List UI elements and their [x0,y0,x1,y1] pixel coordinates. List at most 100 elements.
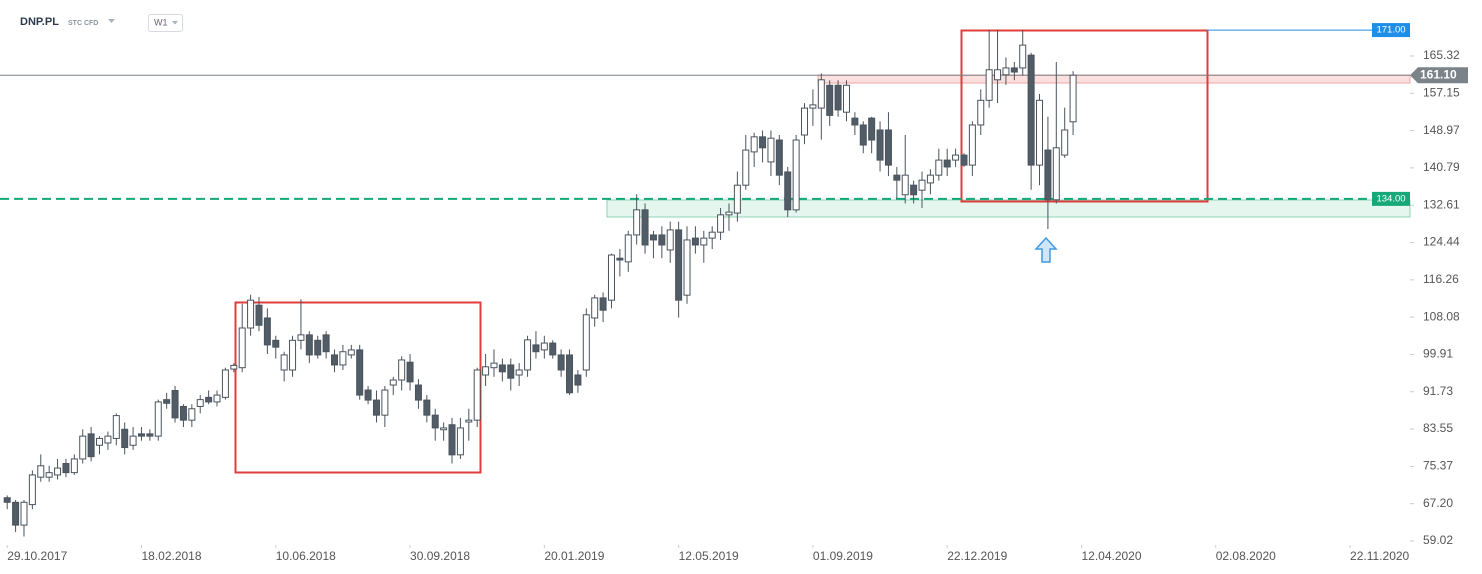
candle-body [414,384,422,401]
candle-body [171,390,179,419]
candle-body [515,369,523,376]
candle-body [490,362,498,369]
candle-body [817,79,825,109]
level-label: 161.10 [1420,67,1457,81]
candle-body [347,349,355,356]
candle-body [179,405,187,421]
candle-body [700,237,708,246]
candle-body [448,424,456,456]
candle-body [473,369,481,421]
y-tick-label: 157.15 [1423,85,1460,99]
candle-body [540,342,548,351]
candle-body [146,433,154,437]
candle-body [591,297,599,319]
y-tick-label: 165.32 [1423,48,1460,62]
candle-body [154,401,162,437]
candle-body [826,84,834,116]
x-tick-label: 30.09.2018 [410,549,470,563]
candle-body [859,124,867,146]
candle-body [364,389,372,401]
candle-body [196,399,204,407]
candle-body [297,334,305,341]
candle-body [809,104,817,109]
candle-body [213,394,221,403]
x-tick-label: 12.05.2019 [679,549,739,563]
candle-body [733,184,741,214]
candle-body [901,174,909,196]
x-tick-label: 18.02.2018 [141,549,201,563]
candle-body [641,209,649,246]
y-tick-label: 91.73 [1423,384,1453,398]
candle-body [968,124,976,166]
candle-body [1061,129,1069,156]
candle-body [482,366,490,376]
candle-body [381,389,389,416]
candle-body [918,179,926,191]
candle-body [507,364,515,379]
level-tag [1372,191,1410,206]
dropdown-caret [172,21,178,25]
candle-body [398,359,406,381]
candle-body [121,428,129,449]
candle-body [574,374,582,386]
candle-body [1027,54,1035,166]
candle-body [280,354,288,371]
candle-body [842,84,850,113]
candle-body [725,211,733,216]
candle-body [834,84,842,111]
y-tick-label: 140.79 [1423,160,1460,174]
candle-body [935,159,943,176]
x-tick-label: 22.11.2020 [1350,549,1409,563]
x-tick-label: 20.01.2019 [544,549,604,563]
symbol: DNP.PL [20,16,59,28]
candle-body [524,339,532,371]
candle-body [406,361,414,383]
candle-body [54,467,62,476]
candle-body [599,297,607,311]
up-arrow [1034,236,1058,263]
candle-body [465,419,473,423]
candle-body [163,399,171,404]
candle-body [1019,44,1027,69]
x-tick-label: 10.06.2018 [276,549,336,563]
candle-body [624,234,632,263]
support-zone [606,199,1411,218]
candle-body [566,354,574,394]
candle-body [666,229,674,251]
candle-body [893,174,901,181]
dropdown-caret[interactable] [108,19,115,23]
candle-body [926,174,934,184]
candle-body [305,334,313,356]
candle-body [616,257,624,261]
candle-body [801,107,809,136]
candle-body [498,364,506,373]
instrument-type: STC CFD [68,20,98,27]
candle-body [238,327,246,369]
candle-body [188,408,196,421]
candle-body [742,149,750,186]
candle-body [255,304,263,326]
candle-body [339,351,347,366]
candle-body [20,501,28,526]
candle-body [205,396,213,403]
range-box [960,29,1209,203]
candle-body [230,364,238,370]
y-tick-label: 132.61 [1423,197,1460,211]
x-tick-label: 22.12.2019 [947,549,1007,563]
candle-body [717,214,725,233]
candle-body [708,231,716,239]
candle-body [1002,67,1010,76]
candle-body [3,497,11,503]
candle-body [767,137,775,163]
timeframe-select[interactable] [148,14,183,32]
candle-body [389,379,397,386]
candle-body [582,314,590,371]
timeframe: W1 [154,17,168,27]
candle-body [910,184,918,196]
y-tick-label: 148.97 [1423,123,1460,137]
candle-body [1036,99,1044,166]
y-tick-label: 59.02 [1423,533,1453,547]
x-tick-label: 29.10.2017 [7,549,67,563]
